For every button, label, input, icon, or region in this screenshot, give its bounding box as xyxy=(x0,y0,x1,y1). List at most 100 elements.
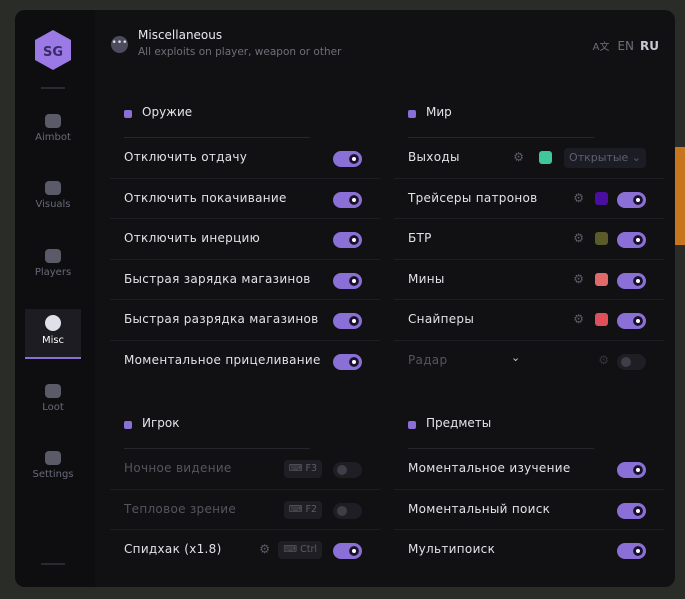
option-label: Быстрая разрядка магазинов xyxy=(124,312,319,326)
option-row: Трейсеры патронов ⚙ xyxy=(394,179,664,219)
section-weapon: Оружие Отключить отдачу Отключить покачива… xyxy=(110,98,380,381)
alien-icon xyxy=(45,114,61,128)
ellipsis-icon: ••• xyxy=(111,36,128,53)
option-label: Трейсеры патронов xyxy=(408,190,538,205)
option-label: БТР xyxy=(408,231,432,245)
gear-icon[interactable]: ⚙ xyxy=(259,542,270,556)
option-row: Быстрая зарядка магазинов xyxy=(110,260,380,300)
section-header: Мир xyxy=(394,98,664,138)
exits-select[interactable]: Открытые ⌄ xyxy=(564,148,646,168)
page-subtitle: All exploits on player, weapon or other xyxy=(138,46,342,58)
color-swatch[interactable] xyxy=(595,191,608,205)
toggle[interactable] xyxy=(333,502,362,519)
section-items: Предметы Моментальное изучение Моментальны… xyxy=(394,409,664,571)
svg-text:SG: SG xyxy=(43,45,63,60)
divider xyxy=(41,87,65,89)
option-label: Мультипоиск xyxy=(408,542,496,556)
option-row: Быстрая разрядка магазинов xyxy=(110,300,380,341)
translate-icon: A文 xyxy=(592,42,610,53)
section-title: Игрок xyxy=(142,416,180,430)
option-label: Отключить инерцию xyxy=(124,231,261,245)
toggle[interactable] xyxy=(333,543,362,559)
option-label: Тепловое зрение xyxy=(124,501,237,516)
toggle[interactable] xyxy=(617,462,646,478)
option-row: Отключить покачивание xyxy=(110,179,380,219)
option-label: Ночное видение xyxy=(124,461,232,475)
briefcase-icon xyxy=(45,384,61,398)
color-swatch[interactable] xyxy=(595,232,608,245)
section-header: Игрок xyxy=(110,409,380,449)
option-row: БТР ⚙ xyxy=(394,219,664,260)
option-label: Быстрая зарядка магазинов xyxy=(124,271,311,286)
option-label: Моментальное изучение xyxy=(408,461,571,475)
label: Misc xyxy=(41,335,65,346)
toggle[interactable] xyxy=(617,353,646,370)
hotkey: F2 xyxy=(305,503,317,515)
lang-ru[interactable]: RU xyxy=(640,39,659,53)
option-label: Спидхак (x1.8) xyxy=(124,542,222,556)
toggle[interactable] xyxy=(333,191,362,208)
sidebar-item-aimbot[interactable]: Aimbot xyxy=(25,108,81,158)
label: Loot xyxy=(42,402,64,413)
toggle[interactable] xyxy=(333,353,362,370)
toggle[interactable] xyxy=(333,462,362,478)
sidebar-item-settings[interactable]: Settings xyxy=(25,445,81,495)
section-player: Игрок Ночное видение ⌨ F3 Тепловое зрение ⌨ … xyxy=(110,409,380,571)
hotkey-badge[interactable]: ⌨ F2 xyxy=(283,500,322,519)
background-game xyxy=(672,147,685,245)
toggle[interactable] xyxy=(617,191,646,208)
toggle[interactable] xyxy=(617,502,646,519)
toggle[interactable] xyxy=(617,272,646,289)
sidebar-item-visuals[interactable]: Visuals xyxy=(25,175,81,225)
hotkey: Ctrl xyxy=(300,544,317,555)
color-swatch[interactable] xyxy=(539,151,552,164)
gear-icon[interactable]: ⚙ xyxy=(573,190,584,205)
gear-icon[interactable]: ⚙ xyxy=(513,150,524,164)
option-label: Радар xyxy=(408,352,448,367)
sidebar-item-players[interactable]: Players xyxy=(25,243,81,293)
label: Settings xyxy=(32,469,74,480)
option-label: Отключить покачивание xyxy=(124,190,287,205)
toggle[interactable] xyxy=(333,151,362,167)
option-row: Выходы ⚙ Открытые ⌄ xyxy=(394,138,664,179)
option-label: Моментальное прицеливание xyxy=(124,352,321,367)
color-swatch[interactable] xyxy=(595,313,608,326)
toggle[interactable] xyxy=(333,272,362,289)
option-label: Моментальный поиск xyxy=(408,501,551,516)
option-label: Мины xyxy=(408,271,445,286)
hotkey-badge[interactable]: ⌨ Ctrl xyxy=(278,541,322,559)
label: Aimbot xyxy=(35,132,71,143)
section-world: Мир Выходы ⚙ Открытые ⌄ Трейсеры патронов ⚙ БТ… xyxy=(394,98,664,381)
option-label: Отключить отдачу xyxy=(124,150,248,164)
option-label: Снайперы xyxy=(408,312,475,326)
label: Players xyxy=(34,267,72,278)
sidebar-item-loot[interactable]: Loot xyxy=(25,378,81,428)
option-row: Спидхак (x1.8) ⚙ ⌨ Ctrl xyxy=(110,530,380,571)
option-row: Радар ⌄ ⚙ xyxy=(394,341,664,382)
lang-en[interactable]: EN xyxy=(617,39,635,53)
label: Visuals xyxy=(35,199,71,210)
section-title: Мир xyxy=(426,105,452,119)
option-row: Моментальный поиск xyxy=(394,490,664,530)
option-row: Моментальное прицеливание xyxy=(110,341,380,382)
toggle[interactable] xyxy=(333,313,362,329)
gear-icon[interactable]: ⚙ xyxy=(573,271,584,286)
option-row: Мультипоиск xyxy=(394,530,664,571)
hotkey-badge[interactable]: ⌨ F3 xyxy=(283,460,322,478)
hotkey: F3 xyxy=(305,463,317,474)
gear-icon[interactable]: ⚙ xyxy=(598,352,609,367)
color-swatch[interactable] xyxy=(595,272,608,286)
option-row: Ночное видение ⌨ F3 xyxy=(110,449,380,490)
toggle[interactable] xyxy=(333,232,362,248)
chevron-down-icon[interactable]: ⌄ xyxy=(511,350,521,364)
sidebar-item-misc[interactable]: Misc xyxy=(25,309,81,359)
toggle[interactable] xyxy=(617,313,646,329)
toggle[interactable] xyxy=(617,232,646,248)
gear-icon[interactable]: ⚙ xyxy=(573,312,584,326)
gear-icon[interactable]: ⚙ xyxy=(573,231,584,245)
section-header: Предметы xyxy=(394,409,664,449)
option-row: Моментальное изучение xyxy=(394,449,664,490)
option-row: Тепловое зрение ⌨ F2 xyxy=(110,490,380,530)
sidebar: SG Aimbot Visuals Players Misc Loot Sett… xyxy=(15,10,95,587)
toggle[interactable] xyxy=(617,543,646,559)
